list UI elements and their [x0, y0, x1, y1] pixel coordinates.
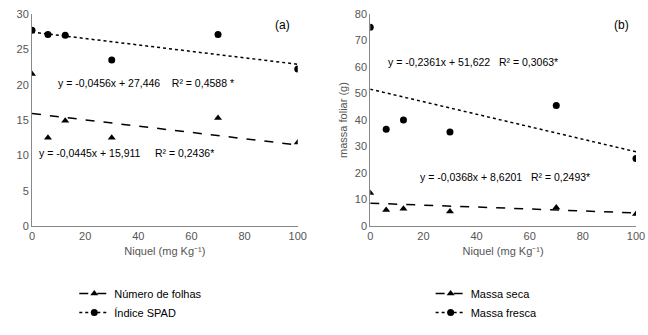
svg-text:40: 40 [470, 230, 482, 242]
svg-text:y = -0,0445x + 15,911 R² =: y = -0,0445x + 15,911 R² = 0,2436* [39, 147, 214, 159]
svg-text:100: 100 [289, 230, 307, 242]
svg-text:20: 20 [17, 79, 29, 91]
svg-text:0: 0 [367, 230, 373, 242]
svg-text:30: 30 [355, 140, 367, 152]
svg-text:20: 20 [417, 230, 429, 242]
svg-text:Número de folhas: Número de folhas [114, 288, 201, 300]
svg-text:60: 60 [185, 230, 197, 242]
svg-text:20: 20 [355, 167, 367, 179]
svg-text:25: 25 [17, 43, 29, 55]
svg-text:50: 50 [355, 87, 367, 99]
svg-text:(b): (b) [614, 18, 629, 32]
svg-text:10: 10 [17, 149, 29, 161]
svg-text:Massa seca: Massa seca [471, 288, 531, 300]
svg-text:40: 40 [132, 230, 144, 242]
svg-text:70: 70 [355, 34, 367, 46]
svg-text:30: 30 [17, 8, 29, 20]
svg-text:y = -0,0456x + 27,446 R² =: y = -0,0456x + 27,446 R² = 0,4588 * [58, 77, 234, 89]
svg-text:80: 80 [238, 230, 250, 242]
svg-text:0: 0 [23, 220, 29, 232]
svg-text:80: 80 [577, 230, 589, 242]
svg-text:y = -0,0368x + 8,6201 R² = 0: y = -0,0368x + 8,6201 R² = 0,2493* [420, 171, 590, 183]
svg-text:40: 40 [355, 114, 367, 126]
svg-text:Índice SPAD: Índice SPAD [114, 307, 176, 319]
svg-text:(a): (a) [275, 18, 290, 32]
svg-text:10: 10 [355, 193, 367, 205]
svg-text:15: 15 [17, 114, 29, 126]
svg-text:0: 0 [29, 230, 35, 242]
svg-text:80: 80 [355, 8, 367, 20]
svg-text:y = -0,2361x + 51,622 R² = 0: y = -0,2361x + 51,622 R² = 0,3063* [388, 56, 558, 68]
svg-text:20: 20 [79, 230, 91, 242]
svg-text:Massa fresca: Massa fresca [471, 307, 537, 319]
svg-text:60: 60 [355, 61, 367, 73]
svg-text:0: 0 [361, 220, 367, 232]
svg-text:5: 5 [23, 185, 29, 197]
svg-text:Niquel (mg Kg⁻¹): Niquel (mg Kg⁻¹) [463, 245, 544, 257]
svg-text:Niquel (mg Kg⁻¹): Niquel (mg Kg⁻¹) [124, 245, 205, 257]
svg-text:massa foliar (g): massa foliar (g) [337, 82, 349, 158]
svg-text:60: 60 [524, 230, 536, 242]
svg-text:100: 100 [627, 230, 645, 242]
